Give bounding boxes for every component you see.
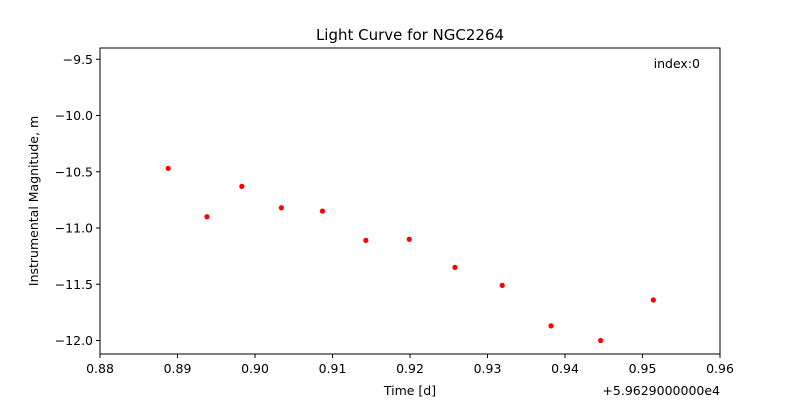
data-point [452,264,458,270]
x-tick-label: 0.92 [396,361,424,376]
y-axis-title: Instrumental Magnitude, m [26,116,41,286]
y-tick-label: −11.5 [55,277,93,292]
data-point [239,183,245,189]
data-point [650,297,656,303]
x-tick-label: 0.95 [629,361,657,376]
data-point [278,205,284,211]
data-point [499,282,505,288]
chart-title: Light Curve for NGC2264 [316,26,504,44]
y-axis-ticks: −9.5 −10.0 −10.5 −11.0 −11.5 −12.0 [55,52,100,348]
x-tick-label: 0.96 [706,361,734,376]
x-tick-label: 0.88 [86,361,114,376]
x-axis-title: Time [d] [383,383,436,398]
data-point [319,208,326,214]
x-tick-label: 0.90 [241,361,269,376]
x-tick-label: 0.94 [551,361,579,376]
data-points [165,165,656,344]
data-point [598,337,604,344]
x-axis-offset-label: +5.9629000000e4 [602,383,720,398]
data-point [204,214,210,220]
index-annotation: index:0 [654,56,700,71]
data-point [165,165,171,171]
data-point [363,237,369,243]
y-tick-label: −12.0 [55,333,93,348]
data-point [406,236,412,242]
y-tick-label: −11.0 [55,221,93,236]
y-tick-label: −9.5 [63,52,93,67]
x-axis-ticks: 0.88 0.89 0.90 0.91 0.92 0.93 0.94 0.95 0.96 [86,354,734,376]
y-tick-label: −10.5 [55,164,93,179]
data-point [548,323,554,329]
x-tick-label: 0.89 [164,361,192,376]
y-tick-label: −10.0 [55,108,93,123]
x-tick-label: 0.91 [319,361,347,376]
x-tick-label: 0.93 [474,361,502,376]
